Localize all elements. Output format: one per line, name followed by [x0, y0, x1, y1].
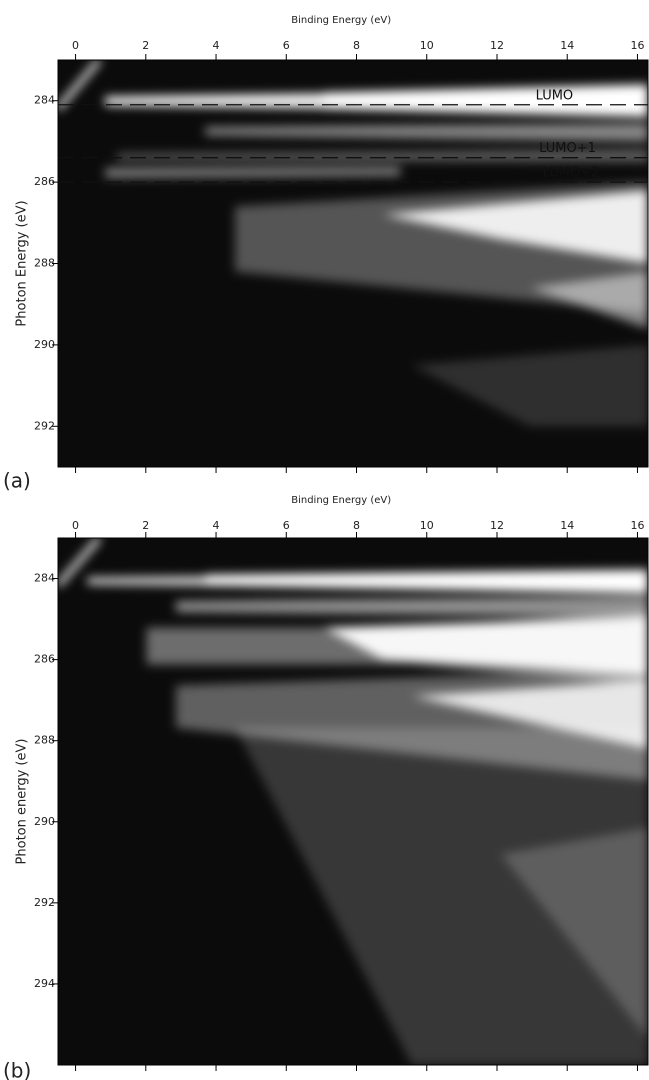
- x-tick-label: 6: [283, 39, 290, 52]
- x-axis-title: Binding Energy (eV): [291, 495, 391, 506]
- y-tick-label: 286: [34, 653, 55, 666]
- heatmap-image: [58, 538, 648, 1065]
- intensity-band: [205, 123, 648, 142]
- y-tick-label: 290: [34, 815, 55, 828]
- y-tick-label: 284: [34, 572, 55, 585]
- y-tick-label: 294: [34, 977, 55, 990]
- x-tick-label: 16: [630, 519, 644, 532]
- intensity-band: [205, 569, 648, 594]
- x-tick-label: 2: [142, 519, 149, 532]
- intensity-band: [235, 727, 648, 1065]
- panel-label: (b): [3, 1059, 31, 1080]
- panel-label: (a): [3, 469, 31, 493]
- annotation-label: LUMO: [536, 88, 574, 103]
- y-tick-label: 288: [34, 734, 55, 747]
- plot-frame: [57, 537, 649, 1066]
- intensity-band: [105, 166, 401, 179]
- x-axis-title: Binding Energy (eV): [291, 15, 391, 26]
- y-tick-label: 292: [34, 419, 55, 432]
- intensity-band: [500, 827, 648, 1039]
- x-tick-label: 6: [283, 519, 290, 532]
- intensity-band: [323, 617, 648, 676]
- intensity-band: [382, 190, 648, 264]
- intensity-band: [530, 271, 648, 329]
- x-tick-label: 12: [490, 39, 504, 52]
- heatmap-image: [58, 60, 648, 467]
- x-tick-label: 8: [353, 39, 360, 52]
- x-tick-label: 8: [353, 519, 360, 532]
- y-tick-label: 292: [34, 896, 55, 909]
- x-tick-label: 10: [420, 519, 434, 532]
- y-tick-label: 288: [34, 257, 55, 270]
- intensity-band: [323, 84, 648, 117]
- x-tick-label: 14: [560, 519, 574, 532]
- x-tick-label: 12: [490, 519, 504, 532]
- edge-streak: [58, 60, 102, 111]
- intensity-band: [176, 595, 648, 618]
- panel: Binding Energy (eV) 0 2 4 6 8 10 12 14 16 284 286 28…: [3, 495, 649, 1080]
- x-tick-label: 10: [420, 39, 434, 52]
- x-tick-label: 2: [142, 39, 149, 52]
- x-tick-label: 4: [213, 39, 220, 52]
- y-axis-title: Photon energy (eV): [15, 739, 30, 865]
- intensity: [58, 538, 648, 1065]
- y-tick-label: 286: [34, 175, 55, 188]
- edge-streak: [58, 538, 102, 588]
- y-tick-label: 284: [34, 94, 55, 107]
- y-axis-title: Photon Energy (eV): [15, 200, 30, 326]
- y-tick-label: 290: [34, 338, 55, 351]
- annotation-label: LUMO+2: [543, 166, 600, 181]
- x-tick-label: 16: [630, 39, 644, 52]
- intensity: [58, 60, 648, 427]
- x-tick-label: 0: [72, 519, 79, 532]
- x-tick-label: 4: [213, 519, 220, 532]
- annotation-label: LUMO+1: [539, 141, 596, 156]
- x-tick-label: 0: [72, 39, 79, 52]
- intensity-band: [117, 149, 648, 162]
- x-tick-label: 14: [560, 39, 574, 52]
- intensity-band: [412, 344, 648, 427]
- panel: Binding Energy (eV) 0 2 4 6 8 10 12 14 16 284 286 28…: [3, 15, 649, 493]
